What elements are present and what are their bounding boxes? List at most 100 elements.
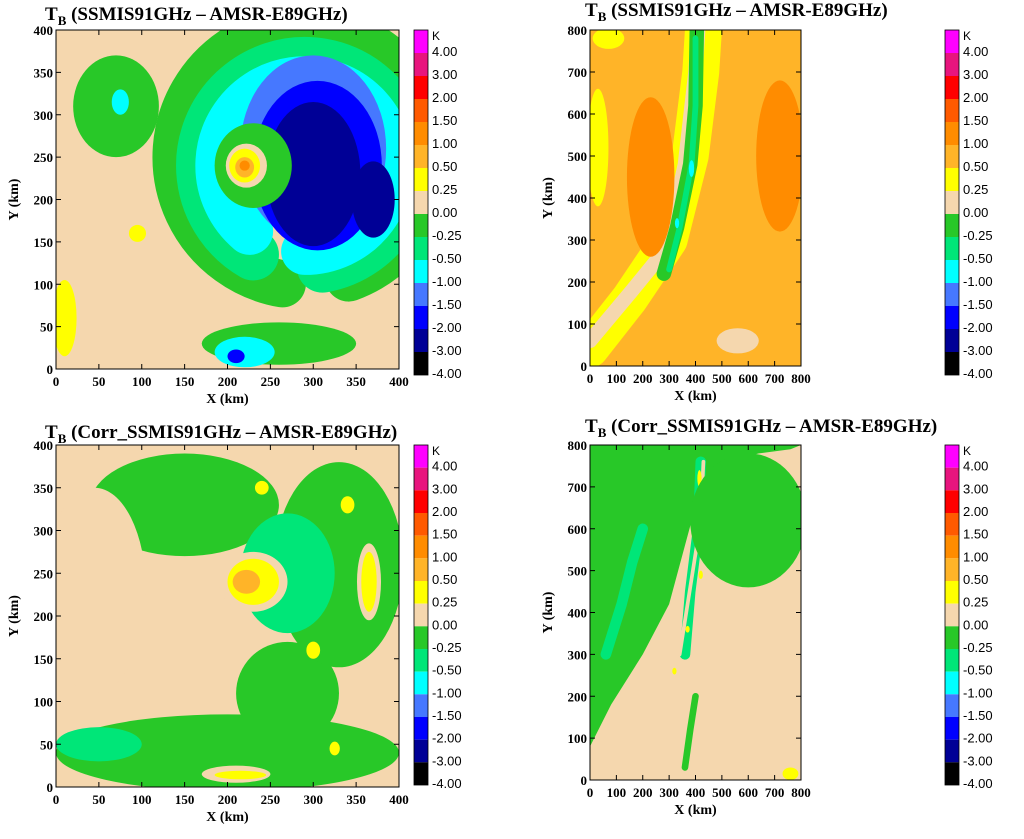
colorbar-frame (413, 444, 429, 786)
colorbar-swatch (945, 513, 959, 536)
colorbar-swatch (945, 53, 959, 76)
x-tick-label: 250 (261, 792, 281, 807)
colorbar-swatch (414, 260, 428, 283)
contour-ellipse-8 (590, 88, 609, 207)
colorbar-swatch (414, 329, 428, 352)
colorbar-unit: K (432, 444, 440, 458)
colorbar: K4.00 3.00 2.00 1.50 1.00 0.50 0.25 0.00 -0.25 -0… (944, 444, 993, 791)
contour-ellipse-16 (227, 349, 245, 364)
colorbar-swatch (414, 191, 428, 214)
colorbar-swatch (945, 30, 959, 53)
y-tick-label: 600 (568, 107, 588, 122)
y-axis-label: Y (km) (7, 178, 22, 220)
x-tick-label: 200 (218, 792, 238, 807)
colorbar-swatch (414, 581, 428, 604)
colorbar-label: -3.00 (963, 753, 993, 768)
colorbar-label: -1.00 (432, 685, 462, 700)
colorbar-swatch (945, 467, 959, 491)
colorbar: K4.00 3.00 2.00 1.50 1.00 0.50 0.25 0.00 -0.25 -0… (944, 29, 993, 381)
x-tick-label: 0 (587, 371, 594, 386)
plot-area (590, 445, 801, 780)
colorbar-label: -4.00 (432, 366, 462, 381)
colorbar-swatch (414, 717, 428, 740)
colorbar-swatch (414, 558, 428, 581)
colorbar-swatch (945, 558, 959, 581)
y-tick-label: 100 (568, 731, 588, 746)
colorbar-label: 3.00 (432, 481, 457, 496)
colorbar-label: 0.00 (432, 205, 457, 220)
colorbar-frame (944, 444, 960, 786)
colorbar-swatch (945, 214, 959, 237)
x-tick-label: 800 (791, 785, 811, 800)
colorbar-swatch (414, 237, 428, 260)
colorbar-swatch (945, 445, 959, 468)
colorbar-label: 1.00 (963, 549, 988, 564)
colorbar-swatch (945, 283, 959, 306)
contour-band-11 (681, 692, 699, 771)
colorbar-swatch (414, 762, 428, 785)
colorbar-label: -4.00 (432, 776, 462, 791)
colorbar-label: -3.00 (432, 753, 462, 768)
x-tick-label: 500 (712, 785, 732, 800)
colorbar-label: -0.25 (963, 228, 993, 243)
contour-ellipse-15 (214, 336, 275, 368)
x-axis-label: X (km) (674, 389, 717, 404)
colorbar-swatch (414, 306, 428, 329)
x-tick-label: 600 (739, 371, 759, 386)
colorbar-swatch (414, 352, 428, 375)
colorbar-label: -0.50 (432, 663, 462, 678)
chart-title: TB (Corr_SSMIS91GHz – AMSR-E89GHz) (585, 416, 937, 440)
y-tick-label: 200 (568, 275, 588, 290)
colorbar-swatch (945, 694, 959, 717)
colorbar-swatch (945, 671, 959, 695)
contour-ellipse-9 (592, 30, 625, 49)
chart-panel-top-left: 0 50 100 150 200 250 300 350 400 0 50 100 150 200 250 3… (7, 4, 462, 407)
y-tick-label: 0 (581, 773, 588, 788)
colorbar-swatch (945, 191, 959, 214)
x-tick-label: 300 (304, 792, 324, 807)
contour-band-1 (600, 523, 649, 660)
y-tick-label: 250 (34, 150, 54, 165)
colorbar-label: 0.25 (963, 595, 988, 610)
chart-title: TB (SSMIS91GHz – AMSR-E89GHz) (585, 0, 888, 24)
colorbar-swatch (945, 76, 959, 99)
colorbar-label: 4.00 (963, 44, 988, 59)
colorbar-label: 4.00 (432, 459, 457, 474)
x-tick-label: 200 (633, 371, 653, 386)
colorbar-label: 0.25 (963, 182, 988, 197)
colorbar-label: 3.00 (963, 67, 988, 82)
contour-ellipse-15 (329, 741, 340, 756)
contour-ellipse-5 (266, 102, 361, 247)
contour-ellipse-17 (56, 280, 77, 357)
colorbar-label: -2.00 (432, 320, 462, 335)
x-tick-label: 100 (132, 792, 152, 807)
contour-ellipse-11 (351, 161, 395, 238)
x-tick-label: 400 (686, 371, 706, 386)
x-tick-label: 350 (346, 374, 366, 389)
contour-ellipse-6 (626, 97, 675, 257)
colorbar-label: -1.50 (432, 708, 462, 723)
colorbar-label: 0.50 (432, 159, 457, 174)
x-axis-label: X (km) (206, 392, 249, 407)
y-tick-label: 400 (568, 606, 588, 621)
x-axis-label: X (km) (206, 810, 249, 825)
colorbar-swatch (945, 535, 959, 559)
y-tick-label: 600 (568, 522, 588, 537)
x-tick-label: 200 (218, 374, 238, 389)
colorbar-label: 1.50 (963, 527, 988, 542)
contour-ellipse-10 (690, 453, 801, 588)
colorbar-swatch (945, 739, 959, 763)
y-tick-label: 700 (568, 65, 588, 80)
y-tick-label: 0 (47, 362, 54, 377)
colorbar-label: 1.00 (963, 136, 988, 151)
colorbar-swatch (414, 214, 428, 237)
y-tick-label: 350 (34, 65, 54, 80)
colorbar-swatch (414, 76, 428, 99)
y-axis-label: Y (km) (541, 177, 556, 219)
colorbar-swatch (414, 99, 428, 122)
contour-ellipse-10 (716, 328, 759, 354)
colorbar-swatch (414, 490, 428, 513)
colorbar-swatch (945, 237, 959, 260)
contour-ellipse-18 (128, 224, 147, 242)
y-tick-label: 300 (568, 647, 588, 662)
